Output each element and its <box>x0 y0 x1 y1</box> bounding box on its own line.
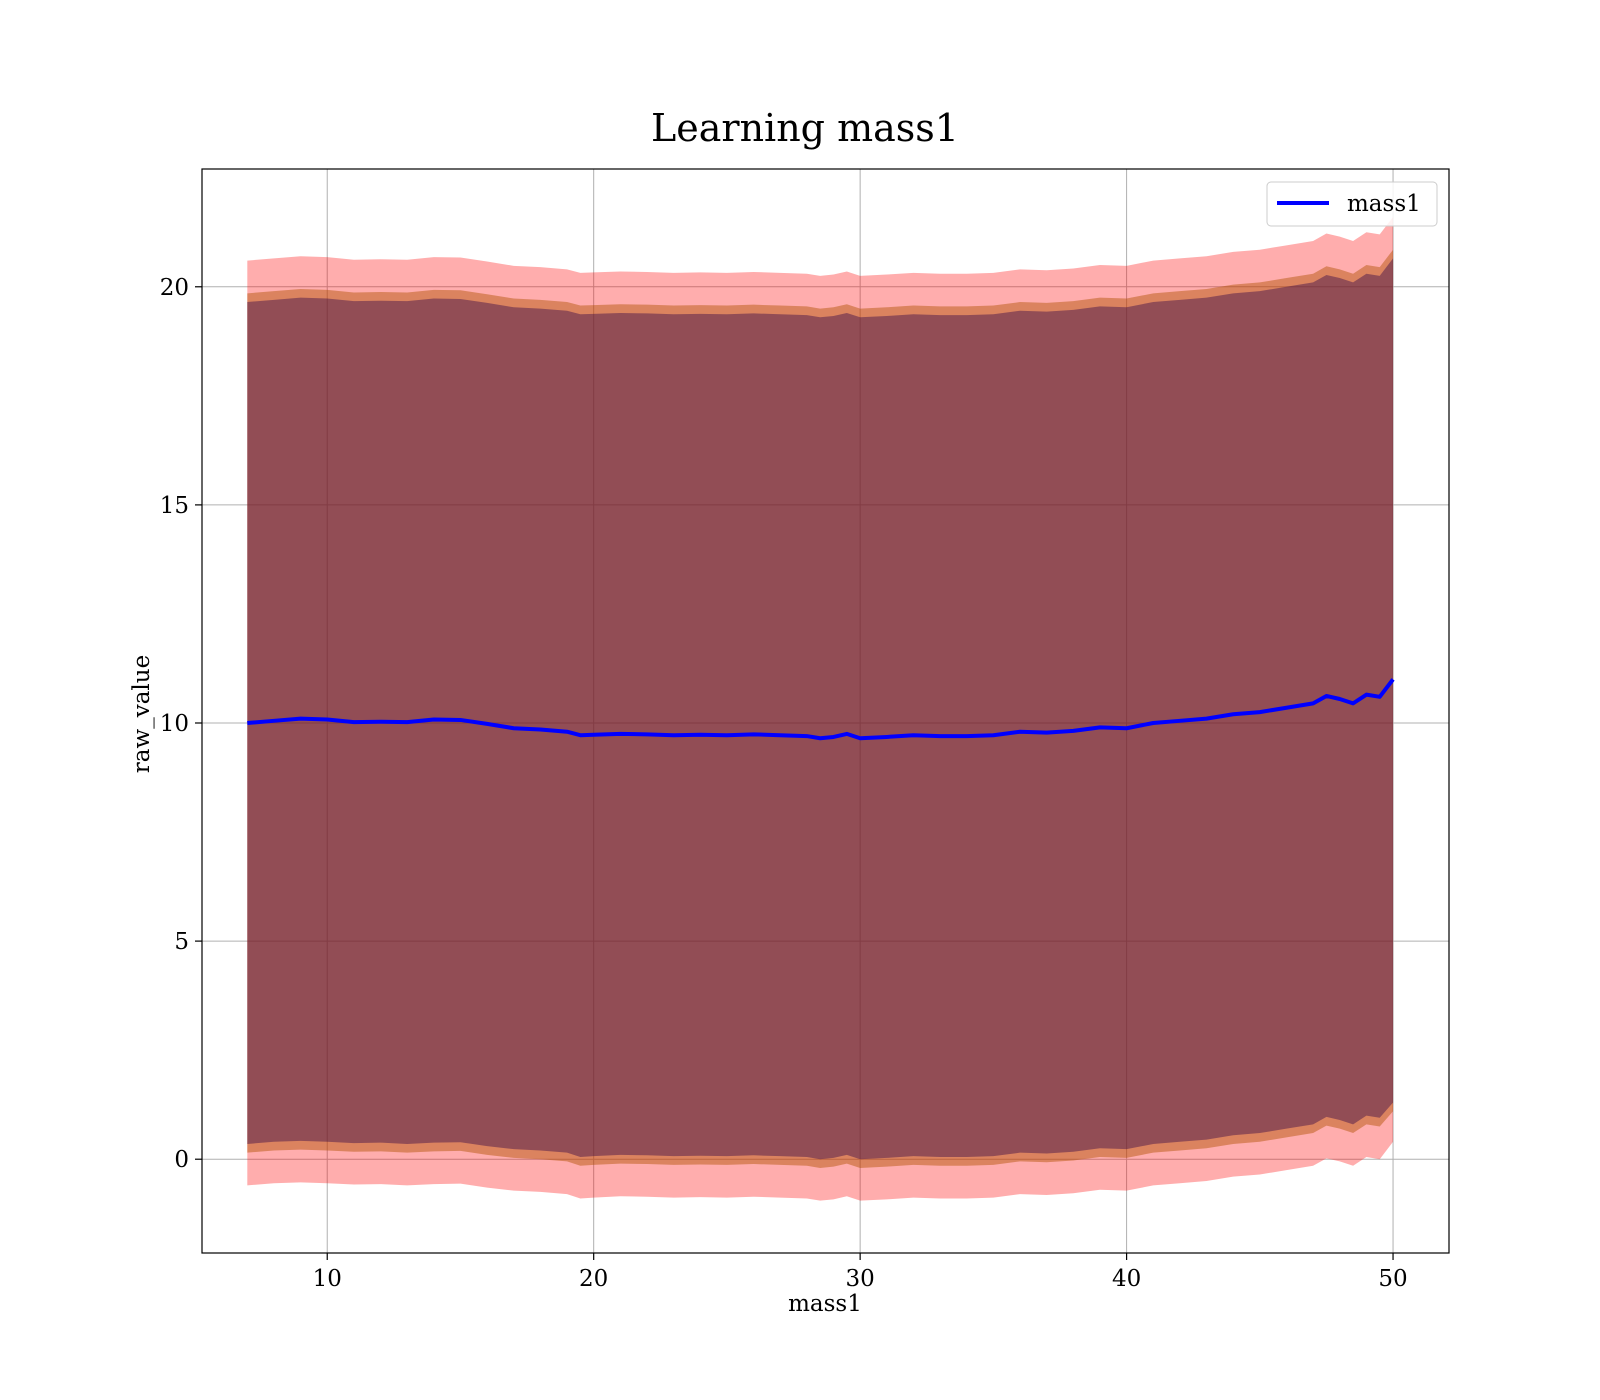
x-tick-label-50: 50 <box>1378 1266 1407 1292</box>
x-tick-label-20: 20 <box>579 1266 608 1292</box>
axes-frame <box>201 168 1450 1254</box>
plot-area: 10 20 30 40 50 0 5 10 15 20 <box>160 168 1450 1292</box>
band-2 <box>247 249 1394 1168</box>
legend-label-mass1: mass1 <box>1347 191 1421 217</box>
series-line-mass1 <box>247 678 1395 741</box>
y-tick-label-10: 10 <box>160 711 189 737</box>
legend: mass1 <box>1266 181 1438 227</box>
band-1 <box>247 216 1394 1201</box>
legend-box <box>1266 181 1438 227</box>
y-axis-label: raw_value <box>129 655 155 773</box>
chart-title: Learning mass1 <box>651 106 959 150</box>
plot-background <box>202 169 1449 1253</box>
y-tick-label-15: 15 <box>160 493 189 519</box>
x-axis-label: mass1 <box>788 1291 862 1317</box>
y-tick-label-0: 0 <box>174 1147 189 1173</box>
y-tick-label-20: 20 <box>160 275 189 301</box>
x-tick-label-30: 30 <box>845 1266 874 1292</box>
y-tick-label-5: 5 <box>174 929 189 955</box>
band-3 <box>247 258 1394 1160</box>
x-tick-label-40: 40 <box>1112 1266 1141 1292</box>
x-tick-label-10: 10 <box>313 1266 342 1292</box>
